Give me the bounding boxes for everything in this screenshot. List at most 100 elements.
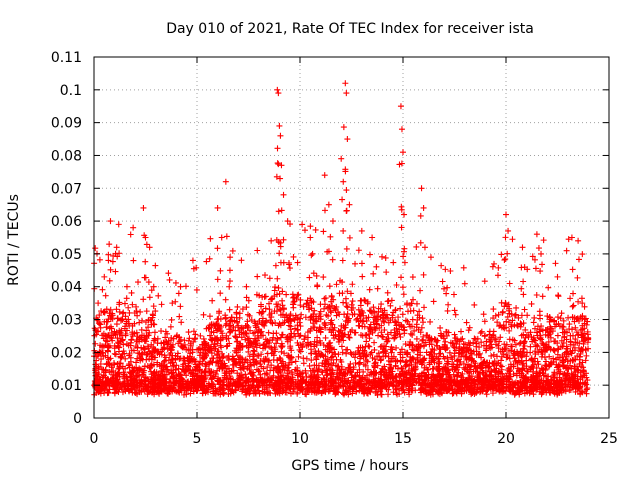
data-point <box>252 338 259 345</box>
data-point <box>244 311 251 318</box>
data-point <box>344 136 351 143</box>
data-point <box>341 391 348 398</box>
data-point <box>131 320 138 327</box>
data-point <box>284 338 291 345</box>
data-point <box>473 340 480 347</box>
data-point <box>359 332 366 339</box>
data-point <box>428 335 435 342</box>
data-point <box>268 362 275 369</box>
data-point <box>471 363 478 370</box>
data-point <box>104 338 111 345</box>
data-point <box>420 204 427 211</box>
data-point <box>328 357 335 363</box>
data-point <box>165 390 172 397</box>
data-point <box>321 295 328 302</box>
data-point <box>278 344 285 351</box>
data-point <box>486 328 493 335</box>
data-point <box>142 234 149 241</box>
data-point <box>395 380 402 387</box>
data-point <box>128 289 135 296</box>
data-point <box>391 332 398 339</box>
data-point <box>358 260 365 267</box>
data-point <box>527 374 534 381</box>
data-point <box>511 337 518 344</box>
data-point <box>571 363 578 370</box>
data-point <box>105 251 112 258</box>
data-point <box>404 300 411 307</box>
data-point <box>537 315 544 322</box>
data-point <box>407 377 414 384</box>
data-point <box>401 259 408 266</box>
data-point <box>317 308 324 315</box>
data-point <box>160 387 167 394</box>
data-point <box>522 326 529 333</box>
data-point <box>459 335 466 342</box>
data-point <box>331 335 338 342</box>
data-point <box>157 348 164 355</box>
data-point <box>532 348 539 355</box>
data-point <box>288 359 295 366</box>
data-point <box>140 204 147 211</box>
data-point <box>393 390 400 397</box>
data-point <box>570 290 577 297</box>
data-point <box>206 368 213 375</box>
data-point <box>322 324 329 331</box>
data-point <box>483 359 490 366</box>
data-point <box>175 387 182 394</box>
data-point <box>502 345 509 352</box>
data-point <box>331 346 338 353</box>
data-point <box>569 326 576 333</box>
data-point <box>574 352 581 359</box>
data-point <box>579 251 586 258</box>
data-point <box>404 381 411 388</box>
data-point <box>243 391 250 398</box>
data-point <box>515 314 522 321</box>
data-point <box>286 265 293 272</box>
data-point <box>349 384 356 391</box>
data-point <box>442 266 449 273</box>
data-point <box>461 366 468 373</box>
data-point <box>131 389 138 396</box>
data-point <box>541 386 548 393</box>
data-point <box>285 361 292 368</box>
data-point <box>560 323 567 330</box>
data-point <box>392 373 399 380</box>
data-point <box>365 331 372 338</box>
data-point <box>524 389 531 396</box>
data-point <box>132 377 139 384</box>
data-point <box>434 337 441 344</box>
data-point <box>175 290 182 297</box>
data-point <box>382 367 389 374</box>
data-point <box>96 256 103 263</box>
data-point <box>216 310 223 317</box>
data-point <box>522 377 529 384</box>
data-point <box>497 334 504 341</box>
data-point <box>576 360 583 367</box>
data-point <box>303 391 310 398</box>
data-point <box>268 314 275 321</box>
data-point <box>236 360 243 367</box>
data-point <box>276 306 283 313</box>
data-point <box>160 381 167 388</box>
data-point <box>140 296 147 303</box>
data-point <box>113 244 120 251</box>
data-point <box>295 291 302 298</box>
data-point <box>322 334 329 341</box>
data-point <box>220 390 227 397</box>
data-point <box>229 247 236 254</box>
data-point <box>141 349 148 356</box>
x-tick-label: 25 <box>600 431 618 447</box>
data-point <box>397 103 404 110</box>
data-point <box>364 366 371 373</box>
data-point <box>468 355 475 362</box>
data-point <box>413 324 420 331</box>
data-point <box>328 317 335 324</box>
data-point <box>97 390 104 397</box>
data-point <box>103 306 110 313</box>
data-point <box>322 346 329 353</box>
data-point <box>410 296 417 303</box>
data-point <box>554 378 561 385</box>
data-point <box>481 318 488 325</box>
data-point <box>183 385 190 392</box>
data-point <box>116 327 123 334</box>
